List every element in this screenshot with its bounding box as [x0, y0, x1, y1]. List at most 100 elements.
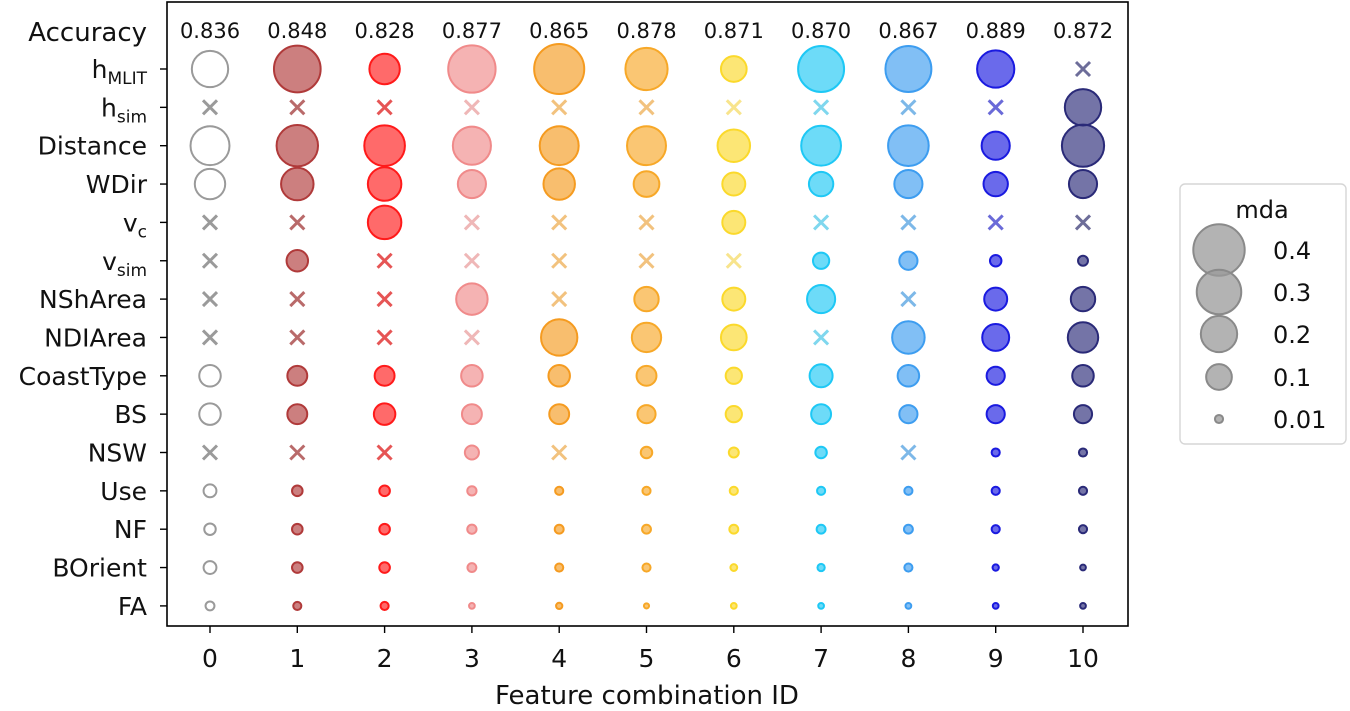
- importance-bubble: [1077, 485, 1089, 496]
- importance-bubble: [624, 46, 669, 92]
- legend-label: 0.4: [1273, 237, 1311, 265]
- importance-bubble: [985, 365, 1006, 386]
- importance-bubble: [286, 403, 309, 426]
- importance-bubble: [456, 168, 487, 200]
- importance-bubble: [903, 485, 914, 496]
- importance-bubble: [728, 485, 739, 496]
- legend-bubble: [1195, 268, 1243, 316]
- y-tick-label: FA: [118, 592, 147, 621]
- excluded-marker-stroke: [201, 329, 219, 346]
- feature-subscript: sim: [117, 107, 147, 127]
- excluded-marker: [463, 329, 480, 346]
- excluded-marker-stroke: [201, 291, 219, 308]
- excluded-marker: [289, 329, 306, 346]
- excluded-marker: [289, 99, 306, 116]
- importance-bubble: [291, 484, 304, 498]
- importance-bubble: [291, 561, 304, 574]
- importance-bubble: [904, 602, 913, 610]
- importance-bubble: [378, 484, 391, 498]
- excluded-marker: [201, 252, 219, 269]
- accuracy-value: 0.836: [180, 19, 240, 43]
- feature-name: Distance: [38, 132, 147, 161]
- importance-bubble: [555, 601, 564, 611]
- importance-bubble: [810, 403, 833, 426]
- importance-bubble: [1069, 285, 1097, 313]
- excluded-marker: [551, 252, 568, 269]
- excluded-marker-stroke: [1074, 60, 1092, 78]
- importance-bubble: [547, 364, 571, 388]
- excluded-marker-stroke: [376, 444, 393, 461]
- importance-bubble: [451, 125, 492, 166]
- importance-bubble: [635, 364, 658, 387]
- importance-bubble: [366, 204, 403, 241]
- importance-bubble: [291, 522, 304, 536]
- feature-name: h: [92, 55, 108, 84]
- excluded-marker-stroke: [463, 214, 480, 231]
- excluded-marker-stroke: [551, 252, 568, 269]
- importance-bubble: [639, 445, 654, 460]
- importance-bubble: [198, 364, 222, 388]
- excluded-marker: [638, 214, 655, 231]
- excluded-marker: [1074, 60, 1092, 78]
- importance-bubble: [641, 562, 652, 573]
- feature-name: NShArea: [39, 285, 147, 314]
- importance-bubble: [898, 404, 919, 425]
- importance-bubble: [1060, 123, 1106, 168]
- importance-bubble: [1067, 168, 1099, 200]
- importance-bubble: [630, 321, 663, 354]
- excluded-marker-stroke: [463, 99, 480, 116]
- feature-subscript: c: [138, 222, 147, 242]
- legend-label: 0.1: [1273, 364, 1311, 392]
- importance-bubble: [190, 49, 230, 89]
- y-tick-label: BOrient: [52, 554, 147, 583]
- excluded-marker: [551, 444, 568, 461]
- importance-bubble: [292, 600, 303, 611]
- excluded-marker: [638, 99, 655, 116]
- importance-bubble: [724, 366, 743, 385]
- excluded-marker-stroke: [813, 329, 830, 346]
- x-tick-label: 3: [464, 644, 480, 673]
- excluded-marker-stroke: [201, 444, 219, 461]
- importance-bubble: [808, 363, 834, 389]
- y-tick-label: NDIArea: [44, 323, 147, 352]
- excluded-marker-stroke: [463, 252, 480, 269]
- feature-name: NF: [114, 515, 147, 544]
- excluded-marker-stroke: [201, 252, 219, 269]
- excluded-marker: [987, 99, 1004, 116]
- importance-bubble: [729, 602, 738, 610]
- importance-bubble: [633, 285, 660, 313]
- importance-bubble: [1066, 321, 1100, 354]
- excluded-marker-stroke: [638, 99, 655, 116]
- importance-bubble: [729, 563, 739, 572]
- excluded-marker: [201, 444, 219, 461]
- excluded-marker-stroke: [289, 444, 306, 461]
- feature-name: v: [123, 208, 138, 237]
- importance-bubble: [373, 364, 396, 387]
- excluded-marker-stroke: [551, 444, 568, 461]
- importance-bubble: [991, 563, 1000, 572]
- importance-bubble: [980, 130, 1011, 161]
- importance-bubble: [724, 405, 743, 424]
- excluded-marker: [201, 329, 219, 346]
- importance-bubble: [721, 171, 747, 197]
- importance-bubble: [807, 170, 835, 198]
- x-tick-label: 9: [988, 644, 1004, 673]
- importance-bubble: [189, 125, 231, 167]
- excluded-marker-stroke: [725, 252, 742, 269]
- importance-bubble: [460, 403, 483, 426]
- importance-bubble: [466, 523, 478, 535]
- feature-name: BS: [114, 400, 147, 429]
- excluded-marker: [551, 99, 568, 116]
- feature-name: FA: [118, 592, 147, 621]
- importance-bubble: [800, 124, 842, 167]
- excluded-marker: [725, 99, 742, 116]
- importance-bubble: [983, 286, 1009, 312]
- accuracy-value: 0.878: [616, 19, 676, 43]
- accuracy-value: 0.865: [529, 19, 589, 43]
- excluded-marker-stroke: [725, 99, 742, 116]
- excluded-marker-stroke: [813, 214, 830, 231]
- excluded-marker: [376, 252, 393, 269]
- importance-bubble: [721, 286, 747, 312]
- excluded-marker-stroke: [289, 214, 306, 231]
- importance-bubble: [1079, 602, 1087, 610]
